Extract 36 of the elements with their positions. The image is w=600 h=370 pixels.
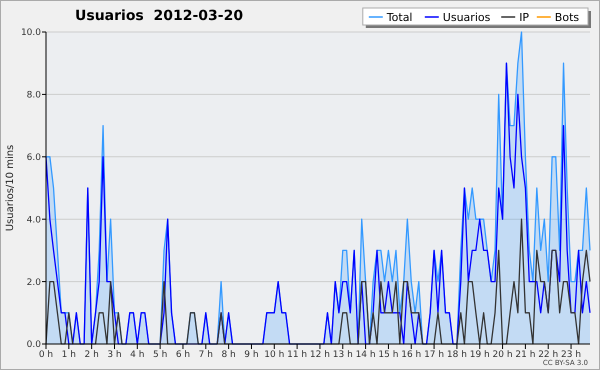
- x-tick-label: 12 h: [310, 350, 330, 360]
- x-tick-label: 1 h: [62, 350, 76, 360]
- y-tick-label: 6.0: [26, 152, 42, 163]
- x-tick-label: 16 h: [401, 350, 422, 360]
- x-tick-label: 22 h: [538, 350, 558, 360]
- y-axis-title: Usuarios/10 mins: [5, 144, 16, 232]
- x-tick-label: 2 h: [84, 350, 99, 360]
- x-tick-label: 23 h: [561, 350, 582, 360]
- legend-label: Total: [386, 11, 413, 24]
- x-tick-label: 13 h: [332, 350, 353, 360]
- legend-label: Bots: [554, 11, 580, 24]
- x-tick-label: 9 h: [244, 350, 259, 360]
- x-tick-label: 21 h: [515, 350, 536, 360]
- x-tick-label: 5 h: [152, 350, 168, 360]
- x-tick-label: 18 h: [446, 350, 467, 360]
- x-tick-label: 20 h: [492, 350, 513, 360]
- y-tick-label: 4.0: [26, 215, 42, 226]
- x-tick-label: 10 h: [264, 350, 284, 360]
- x-tick-label: 14 h: [356, 350, 376, 360]
- y-tick-label: 8.0: [26, 90, 42, 101]
- chart-title: Usuarios 2012-03-20: [75, 8, 244, 24]
- x-tick-label: 6 h: [176, 350, 190, 360]
- y-tick-label: 0.0: [26, 340, 42, 350]
- x-tick-label: 15 h: [378, 350, 398, 360]
- x-tick-label: 19 h: [470, 350, 490, 360]
- y-tick-label: 10.0: [20, 28, 42, 38]
- x-tick-label: 0 h: [38, 350, 54, 360]
- x-tick-label: 3 h: [107, 350, 122, 360]
- legend-label: IP: [519, 11, 530, 24]
- x-tick-label: 8 h: [221, 350, 236, 360]
- x-tick-label: 17 h: [424, 350, 444, 360]
- legend-label: Usuarios: [442, 11, 491, 24]
- x-tick-label: 4 h: [130, 350, 144, 360]
- x-tick-label: 7 h: [198, 350, 213, 360]
- x-tick-label: 11 h: [287, 350, 308, 360]
- y-tick-label: 2.0: [26, 278, 42, 288]
